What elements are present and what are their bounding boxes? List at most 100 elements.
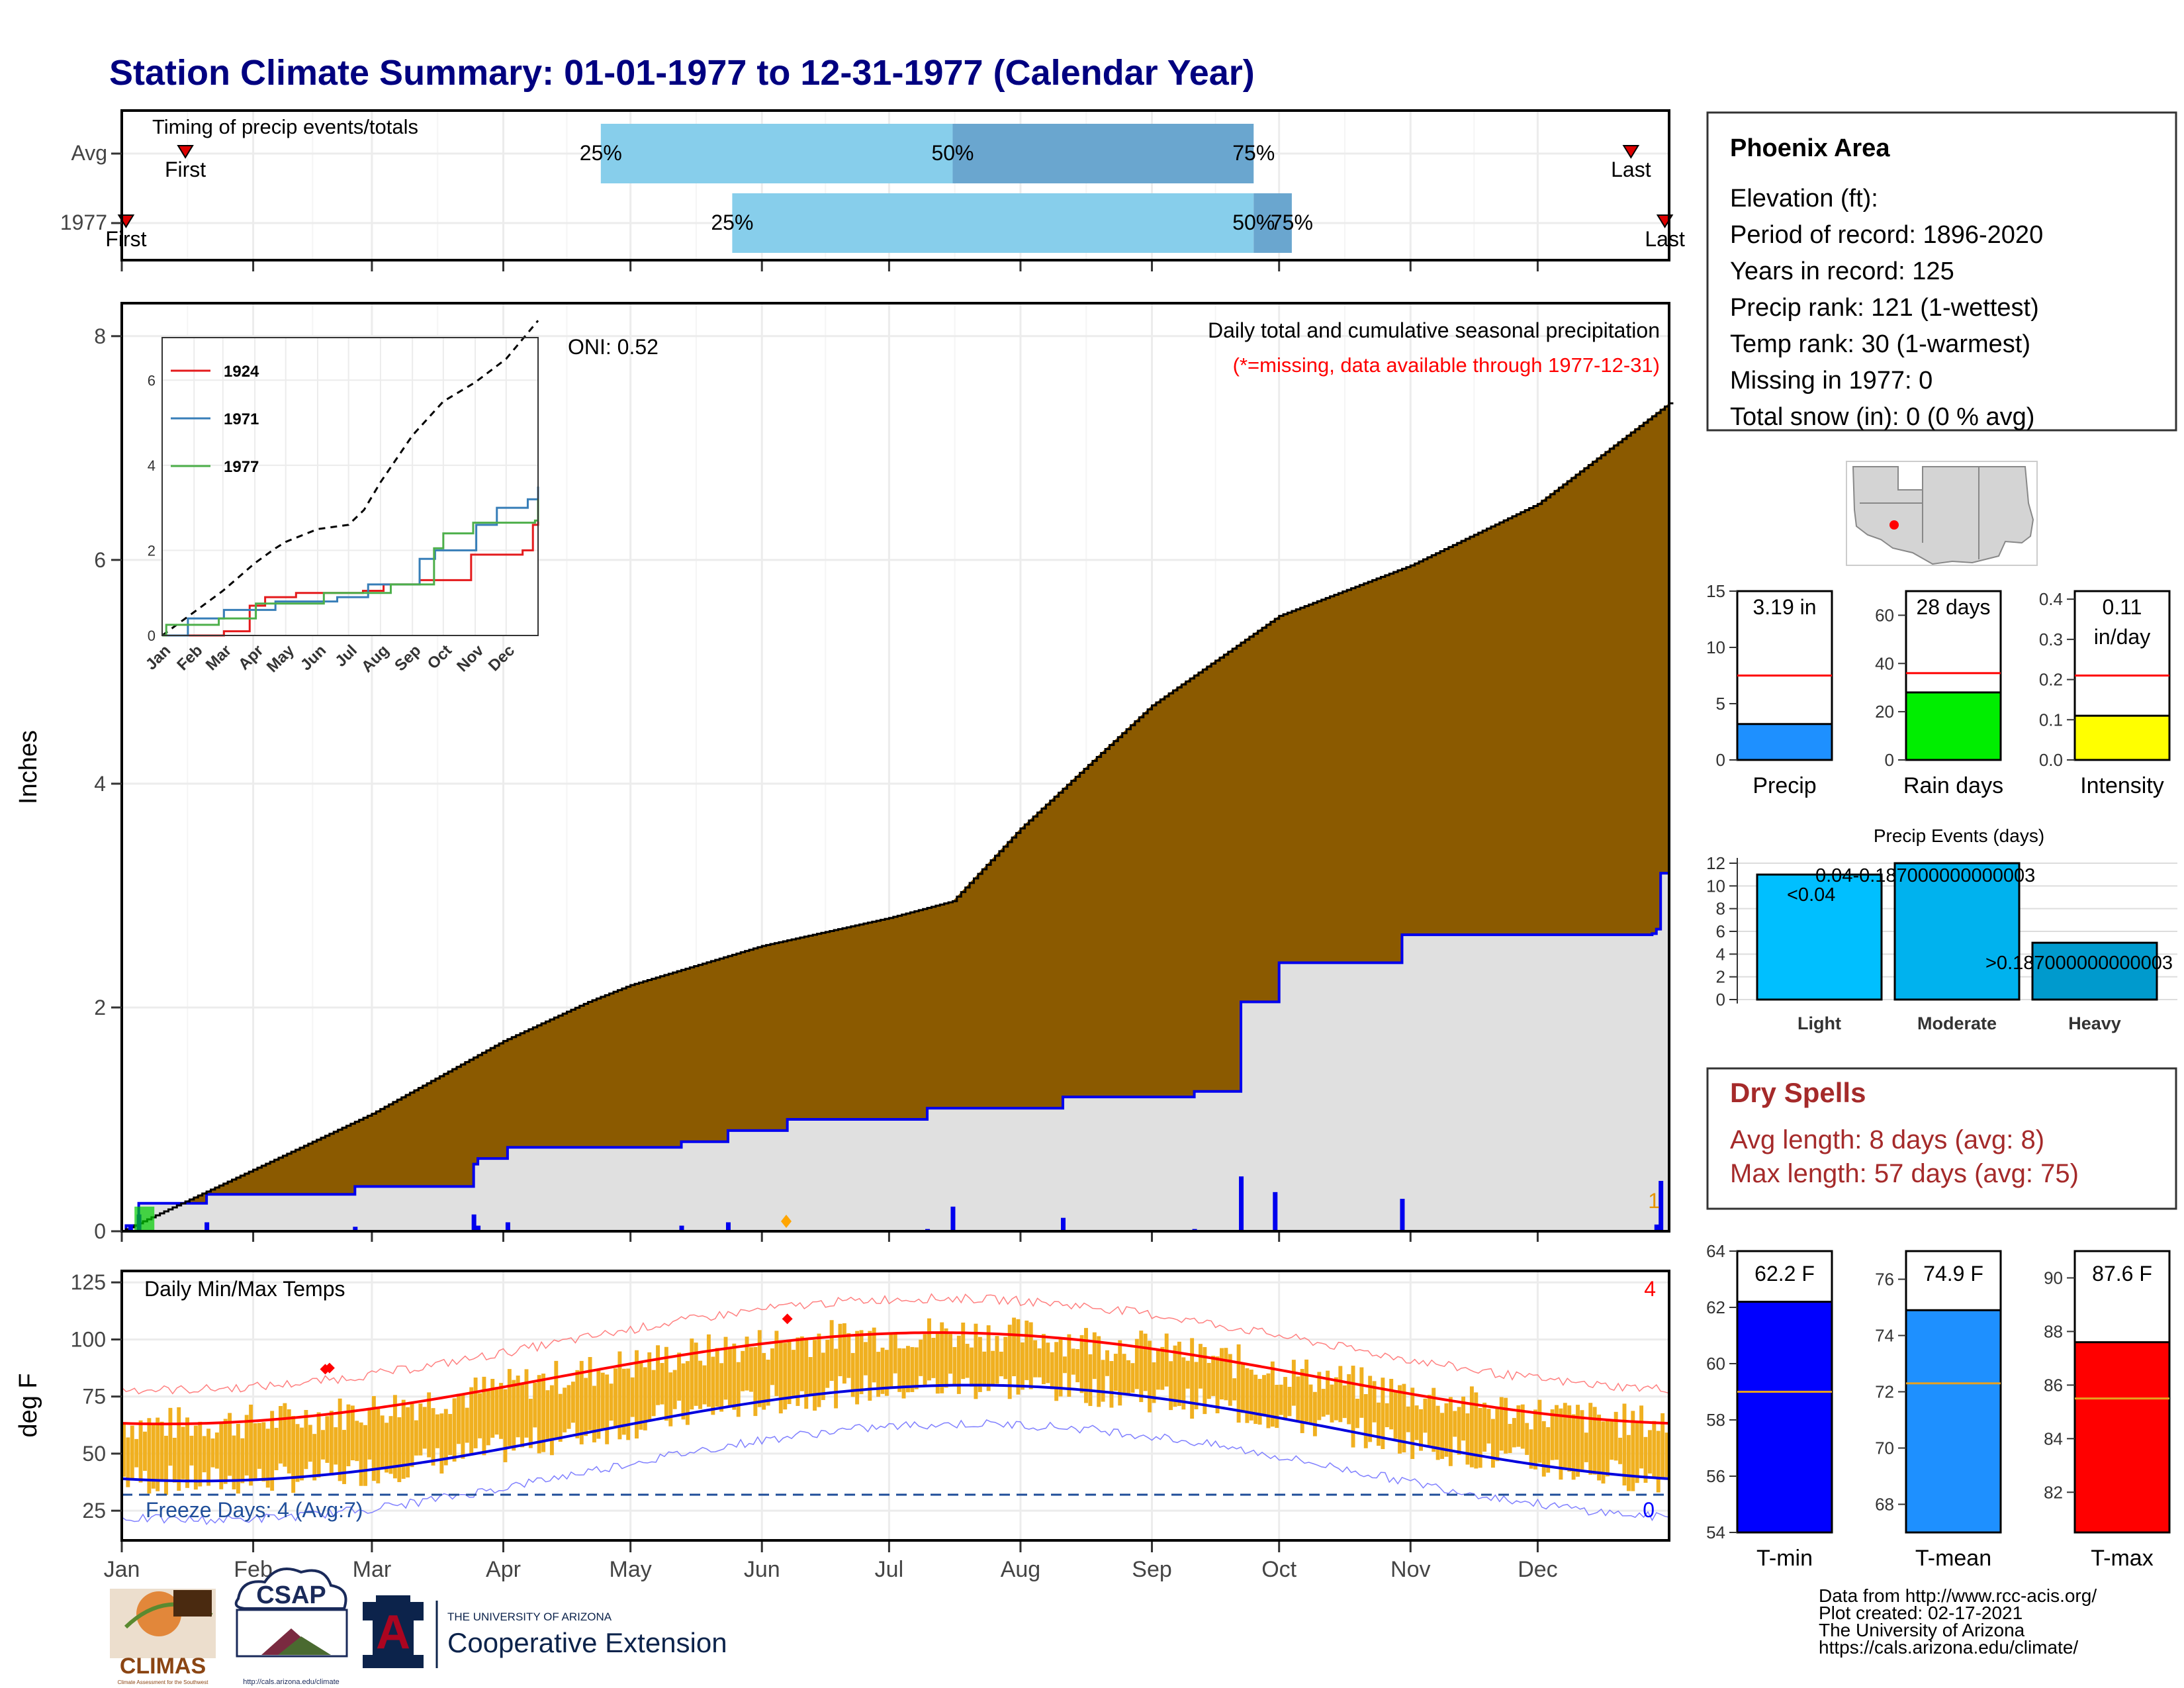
- daily-temp-range-bar: [253, 1423, 257, 1480]
- daily-temp-range-bar: [872, 1327, 876, 1383]
- daily-precip-bar: [205, 1222, 210, 1231]
- daily-temp-range-bar: [804, 1339, 809, 1409]
- credit-line-3: The University of Arizona: [1819, 1620, 2025, 1640]
- daily-temp-range-bar: [1661, 1413, 1665, 1479]
- daily-temp-range-bar: [427, 1392, 432, 1458]
- station-info-line: Period of record: 1896-2020: [1730, 221, 2043, 249]
- daily-temp-range-bar: [685, 1361, 690, 1425]
- daily-temp-range-bar: [1007, 1325, 1012, 1399]
- daily-temp-range-bar: [952, 1346, 957, 1385]
- temp-summary-label: T-min: [1756, 1546, 1813, 1571]
- month-axis-label: Nov: [1390, 1557, 1430, 1582]
- temp-summary-bar-t-mean: [1905, 1309, 2002, 1534]
- precip-y-tick-label: 8: [94, 324, 106, 348]
- temp-y-tick-label: 100: [71, 1327, 106, 1351]
- daily-temp-range-bar: [741, 1350, 745, 1391]
- daily-temp-range-bar: [660, 1363, 664, 1405]
- daily-temp-range-bar: [1148, 1340, 1152, 1413]
- daily-precip-bar: [1239, 1176, 1244, 1231]
- station-info-box: Phoenix Area Elevation (ft): Period of re…: [1706, 111, 2177, 432]
- daily-temp-range-bar: [1211, 1356, 1216, 1396]
- daily-temp-range-bar: [1109, 1361, 1114, 1408]
- daily-temp-range-bar: [524, 1369, 529, 1438]
- summary-bar-value-label: 3.19 in: [1752, 595, 1816, 619]
- daily-temp-range-bar: [1185, 1360, 1190, 1389]
- precip-y-tick-label: 4: [94, 772, 106, 796]
- daily-temp-range-bar: [668, 1372, 673, 1427]
- precip-annotation-missing: (*=missing, data available through 1977-…: [1233, 353, 1660, 377]
- daily-temp-range-bar: [172, 1437, 177, 1483]
- temp-summary-label: T-max: [2091, 1546, 2153, 1571]
- daily-temp-range-bar: [884, 1350, 889, 1396]
- daily-temp-range-bar: [452, 1398, 457, 1462]
- inset-month-label: Jun: [297, 641, 330, 674]
- daily-temp-range-bar: [643, 1367, 647, 1430]
- daily-temp-range-bar: [1092, 1332, 1097, 1380]
- events-tick-label: 6: [1716, 921, 1725, 941]
- summary-bar-tick-label: 0.2: [2039, 670, 2063, 690]
- daily-temp-range-bar: [672, 1370, 677, 1409]
- temp-summary-value-label: 62.2 F: [1754, 1262, 1815, 1286]
- temp-summary-tick-label: 90: [2044, 1268, 2063, 1288]
- daily-temp-range-bar: [1143, 1333, 1148, 1391]
- daily-temp-range-bar: [727, 1347, 732, 1406]
- timing-bar-25-50: [732, 193, 1254, 253]
- daily-temp-range-bar: [1631, 1411, 1635, 1491]
- daily-temp-range-bar: [1122, 1354, 1126, 1395]
- daily-temp-range-bar: [986, 1325, 991, 1391]
- inset-y-tick-label: 4: [148, 457, 156, 474]
- summary-bar-value-unit: in/day: [2094, 625, 2150, 649]
- daily-temp-range-bar: [1304, 1359, 1309, 1422]
- summary-bar-tick-label: 40: [1875, 653, 1894, 673]
- daily-temp-range-bar: [1321, 1389, 1326, 1417]
- daily-temp-range-bar: [850, 1352, 855, 1397]
- daily-temp-range-bar: [371, 1396, 376, 1481]
- temp-summary-tick-label: 54: [1706, 1523, 1725, 1542]
- temp-summary-tick-label: 56: [1706, 1466, 1725, 1486]
- daily-temp-range-bar: [143, 1431, 147, 1471]
- daily-temp-range-bar: [1643, 1436, 1648, 1483]
- daily-temp-range-bar: [1639, 1405, 1644, 1469]
- daily-temp-range-bar: [592, 1385, 596, 1442]
- timing-first-label: First: [165, 158, 206, 181]
- summary-bar-label: Rain days: [1903, 773, 2003, 798]
- credits: Data from http://www.rcc-acis.org/ Plot …: [1819, 1585, 2097, 1658]
- timing-p50-label: 50%: [931, 141, 974, 165]
- daily-temp-range-bar: [350, 1405, 355, 1461]
- daily-temp-range-bar: [1266, 1373, 1271, 1429]
- precip-right-count: 1: [1648, 1189, 1660, 1213]
- daily-temp-range-bar: [609, 1383, 614, 1421]
- daily-temp-range-bar: [210, 1438, 215, 1468]
- daily-temp-range-bar: [130, 1425, 134, 1479]
- daily-precip-bar: [128, 1225, 133, 1231]
- daily-temp-range-bar: [1393, 1391, 1398, 1439]
- daily-temp-range-bar: [1296, 1376, 1300, 1421]
- daily-temp-range-bar: [1533, 1409, 1537, 1470]
- daily-temp-range-bar: [1432, 1387, 1436, 1452]
- timing-last-marker: [1622, 145, 1640, 159]
- daily-temp-range-bar: [549, 1385, 554, 1456]
- inset-month-label: Jan: [142, 641, 174, 673]
- daily-temp-range-bar: [944, 1328, 948, 1388]
- daily-temp-range-bar: [796, 1337, 800, 1406]
- daily-temp-range-bar: [1457, 1407, 1461, 1455]
- daily-temp-range-bar: [762, 1352, 766, 1410]
- daily-temp-range-bar: [1046, 1342, 1050, 1383]
- daily-temp-range-bar: [1453, 1411, 1457, 1437]
- daily-precip-bar: [1273, 1192, 1278, 1231]
- daily-temp-range-bar: [1347, 1374, 1351, 1425]
- daily-temp-range-bar: [1253, 1374, 1258, 1425]
- daily-temp-range-bar: [1435, 1405, 1440, 1460]
- summary-bar-tick-label: 0.3: [2039, 630, 2063, 649]
- daily-temp-range-bar: [1215, 1356, 1220, 1414]
- temp-summary-tick-label: 74: [1875, 1326, 1894, 1346]
- daily-temp-range-bar: [1206, 1362, 1211, 1399]
- daily-temp-range-bar: [397, 1417, 402, 1482]
- temp-summary-tick-label: 76: [1875, 1270, 1894, 1289]
- precip-frame: [120, 302, 1670, 1233]
- daily-temp-range-bar: [770, 1348, 774, 1385]
- timing-p75-label: 75%: [1232, 141, 1275, 165]
- daily-precip-bar: [476, 1225, 481, 1231]
- daily-temp-range-bar: [1041, 1334, 1046, 1385]
- daily-temp-range-bar: [889, 1333, 893, 1387]
